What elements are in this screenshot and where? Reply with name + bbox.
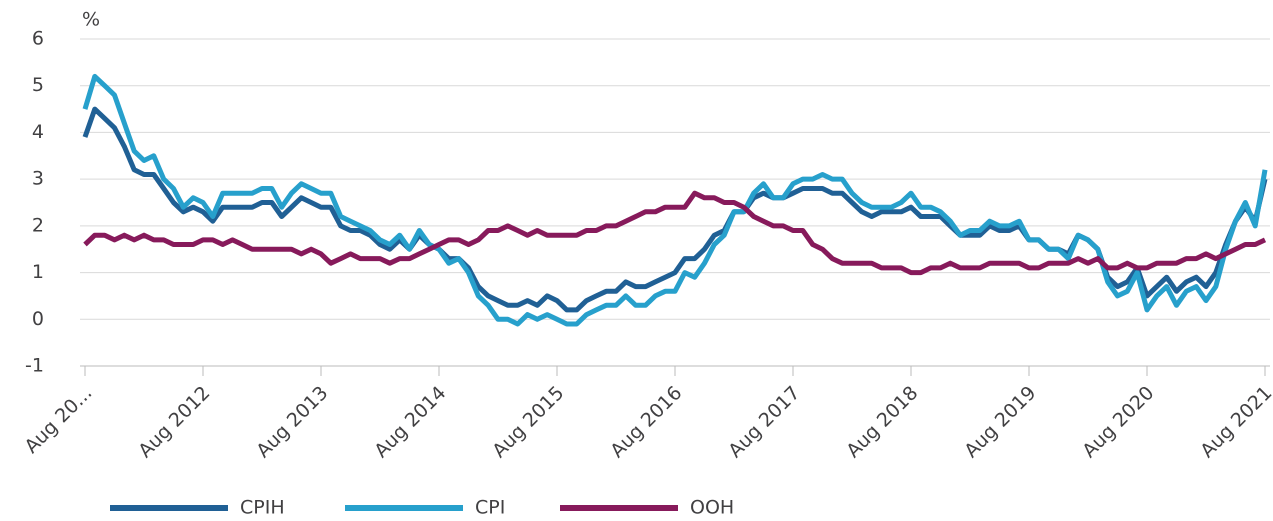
line-series — [83, 190, 1267, 276]
x-tick-label: Aug 2013 — [252, 382, 332, 462]
y-tick-label: 4 — [32, 121, 44, 143]
x-tick-label: Aug 2015 — [488, 382, 568, 462]
y-tick-label: 1 — [32, 261, 44, 283]
line-series — [82, 73, 1268, 327]
x-tick-label: Aug 2016 — [606, 382, 686, 462]
x-tick-label: Aug 2014 — [370, 382, 450, 462]
y-tick-label: -1 — [25, 355, 44, 377]
x-tick-label: Aug 2021 — [1196, 382, 1273, 462]
legend-label: CPI — [475, 497, 505, 519]
y-tick-label: 0 — [32, 308, 44, 330]
x-tick-label: Aug 2018 — [842, 382, 922, 462]
x-tick-label: Aug 2012 — [134, 382, 214, 462]
legend-label: OOH — [690, 497, 734, 519]
x-tick-label: Aug 2020 — [1078, 382, 1158, 462]
x-tick-label: Aug 2019 — [960, 382, 1040, 462]
y-tick-label: 5 — [32, 74, 44, 96]
x-tick-label: Aug 20... — [20, 382, 96, 458]
y-tick-label: 6 — [32, 28, 44, 50]
y-tick-label: 3 — [32, 168, 44, 190]
x-tick-label: Aug 2017 — [724, 382, 804, 462]
y-axis-label: % — [82, 9, 100, 31]
legend-label: CPIH — [240, 497, 285, 519]
y-tick-label: 2 — [32, 214, 44, 236]
